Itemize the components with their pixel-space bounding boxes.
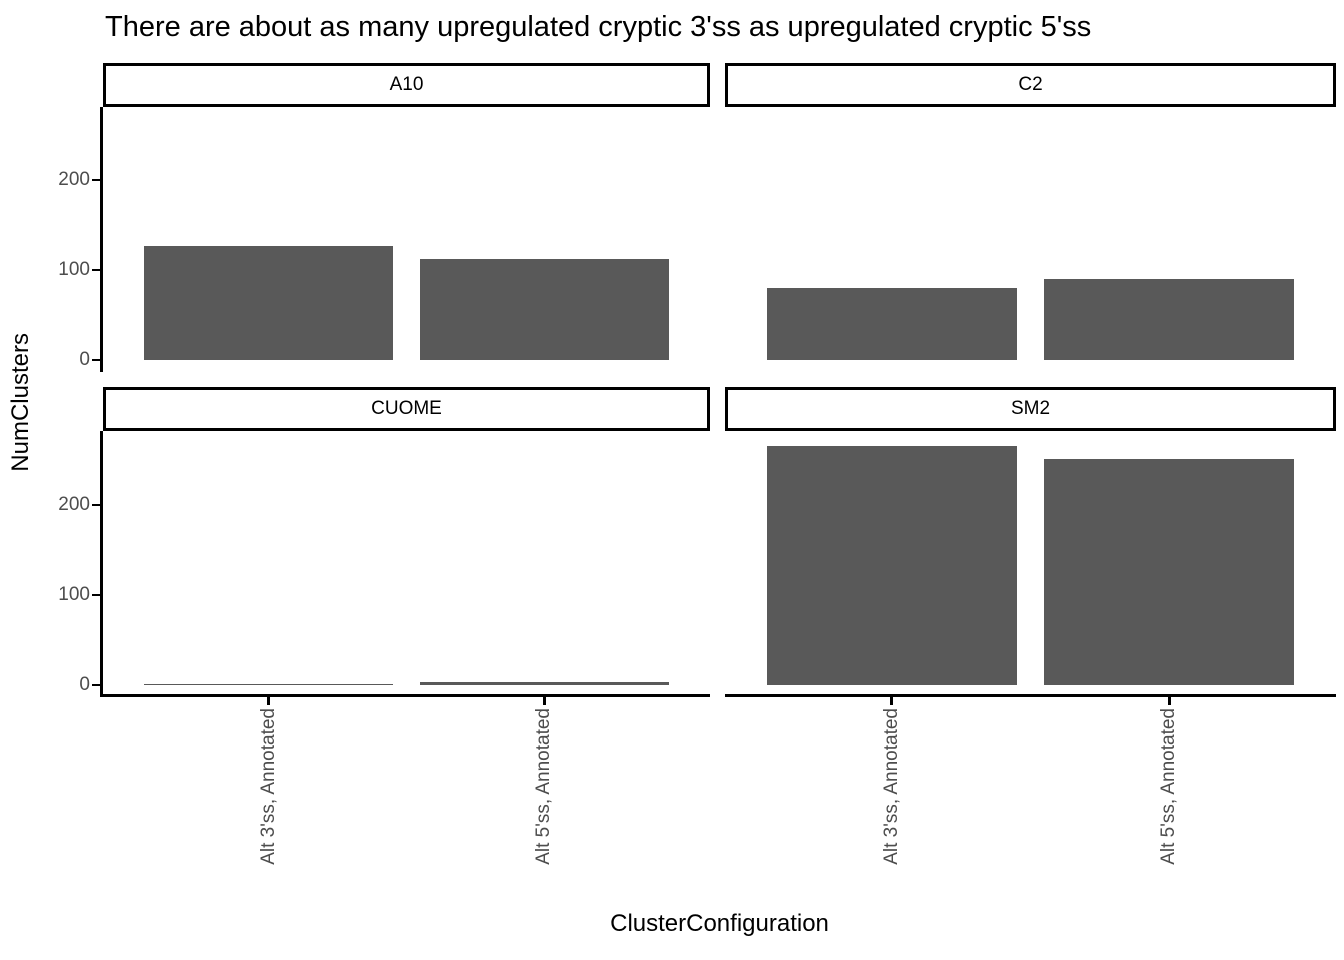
facet-strip-label: CUOME (371, 398, 442, 419)
y-tick-mark (92, 503, 100, 507)
x-axis-line (100, 694, 710, 697)
x-tick-mark (1168, 697, 1171, 705)
y-tick-mark (92, 178, 100, 182)
y-axis-line (100, 431, 103, 697)
x-axis-title: ClusterConfiguration (610, 910, 829, 937)
y-tick-mark (92, 683, 100, 687)
facet-panel-sm2 (725, 431, 1336, 697)
bar-c2-2 (1044, 279, 1295, 360)
y-tick-mark (92, 268, 100, 272)
bar-sm2-2 (1044, 459, 1295, 685)
x-tick-mark (890, 697, 893, 705)
facet-strip-sm2: SM2 (725, 387, 1336, 431)
y-tick-label: 200 (58, 494, 90, 515)
x-tick-label-wrap: Alt 5'ss, Annotated (1156, 708, 1182, 865)
facet-strip-a10: A10 (103, 63, 710, 107)
y-axis-title-wrap: NumClusters (4, 107, 38, 697)
y-tick-label: 100 (58, 259, 90, 280)
x-axis-line (725, 694, 1336, 697)
plot-title: There are about as many upregulated cryp… (105, 11, 1092, 43)
x-tick-label-wrap: Alt 5'ss, Annotated (531, 708, 557, 865)
facet-strip-label: A10 (389, 74, 424, 95)
x-tick-mark (543, 697, 546, 705)
y-tick-mark (92, 358, 100, 362)
y-tick-label: 0 (79, 674, 90, 695)
y-tick-label: 100 (58, 584, 90, 605)
facet-panel-cuome (103, 431, 710, 697)
x-tick-label: Alt 3'ss, Annotated (880, 708, 902, 865)
x-tick-label: Alt 5'ss, Annotated (1158, 708, 1180, 865)
facet-strip-label: SM2 (1010, 398, 1051, 419)
facet-strip-c2: C2 (725, 63, 1336, 107)
facet-panel-c2 (725, 107, 1336, 372)
facet-strip-label: C2 (1018, 74, 1043, 95)
bar-a10-2 (420, 259, 669, 360)
x-tick-label: Alt 5'ss, Annotated (533, 708, 555, 865)
bar-cuome-2 (420, 682, 669, 685)
bar-cuome-1 (144, 684, 393, 685)
bar-a10-1 (144, 245, 393, 360)
facet-panel-a10 (103, 107, 710, 372)
y-tick-mark (92, 593, 100, 597)
facet-strip-cuome: CUOME (103, 387, 710, 431)
x-tick-label-wrap: Alt 3'ss, Annotated (879, 708, 905, 865)
y-axis-line (100, 107, 103, 372)
bar-c2-1 (766, 288, 1017, 360)
y-tick-label: 200 (58, 169, 90, 190)
y-tick-label: 0 (79, 349, 90, 370)
x-tick-mark (267, 697, 270, 705)
bar-sm2-1 (766, 445, 1017, 685)
x-tick-label-wrap: Alt 3'ss, Annotated (256, 708, 282, 865)
x-tick-label: Alt 3'ss, Annotated (257, 708, 279, 865)
